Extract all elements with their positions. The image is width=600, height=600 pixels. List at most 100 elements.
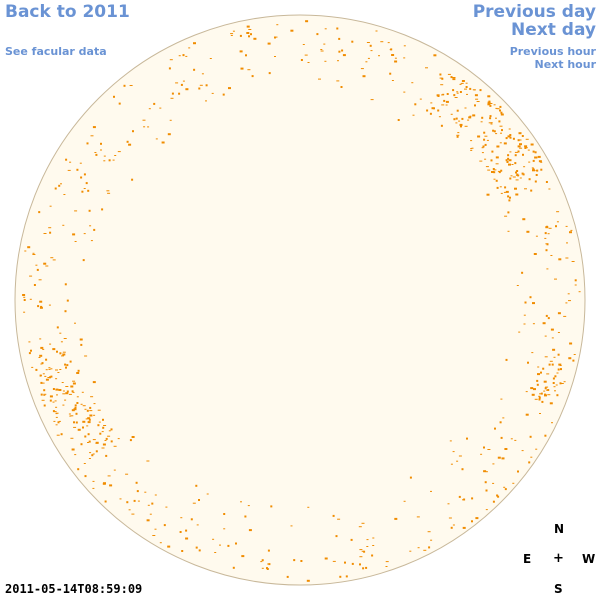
facular-spot xyxy=(63,338,67,339)
facular-spot xyxy=(417,547,420,549)
previous-day-link[interactable]: Previous day xyxy=(472,2,596,22)
facular-spot xyxy=(154,528,157,530)
facular-spot xyxy=(83,463,86,464)
facular-spot xyxy=(452,451,455,453)
facular-spot xyxy=(540,161,543,163)
next-day-link[interactable]: Next day xyxy=(511,20,596,40)
compass-east-label: E xyxy=(523,552,532,566)
facular-spot xyxy=(485,166,489,168)
facular-spot xyxy=(365,566,368,569)
compass-center-cross: + xyxy=(553,551,564,566)
facular-spot xyxy=(484,143,487,146)
facular-spot xyxy=(35,368,38,371)
facular-spot xyxy=(487,103,491,106)
facular-spot xyxy=(493,130,496,133)
facular-spot xyxy=(54,187,57,190)
facular-spot xyxy=(510,175,513,177)
facular-spot xyxy=(458,455,462,457)
back-to-year-link[interactable]: Back to 2011 xyxy=(5,2,130,22)
facular-spot xyxy=(547,317,550,320)
facular-spot xyxy=(426,109,429,112)
facular-spot xyxy=(538,395,541,397)
facular-spot xyxy=(493,169,497,171)
facular-spot xyxy=(55,424,58,426)
facular-spot xyxy=(159,542,162,544)
facular-spot xyxy=(267,549,270,552)
facular-spot xyxy=(522,153,524,156)
facular-spot xyxy=(248,35,250,38)
facular-spot xyxy=(445,100,449,103)
facular-spot xyxy=(28,341,31,343)
facular-spot xyxy=(456,135,459,138)
facular-spot xyxy=(304,54,308,56)
facular-spot xyxy=(52,388,55,390)
facular-data-link[interactable]: See facular data xyxy=(5,45,107,58)
facular-spot xyxy=(45,265,49,267)
facular-spot xyxy=(494,427,496,430)
facular-spot xyxy=(91,454,94,457)
facular-spot xyxy=(85,418,88,420)
facular-spot xyxy=(185,55,188,57)
facular-spot xyxy=(365,61,368,63)
facular-spot xyxy=(533,388,536,391)
facular-spot xyxy=(206,493,209,495)
facular-spot xyxy=(509,196,511,199)
facular-spot xyxy=(77,369,80,372)
facular-spot xyxy=(495,117,497,119)
facular-spot xyxy=(524,147,527,149)
facular-spot xyxy=(433,54,437,57)
facular-spot xyxy=(80,343,83,346)
facular-spot xyxy=(55,378,58,380)
facular-spot xyxy=(568,300,571,302)
facular-spot xyxy=(501,457,505,460)
facular-spot xyxy=(552,382,555,384)
facular-spot xyxy=(499,186,502,188)
facular-spot xyxy=(460,82,464,84)
facular-spot xyxy=(565,302,568,304)
facular-spot xyxy=(491,171,494,173)
facular-spot xyxy=(75,412,78,415)
facular-spot xyxy=(117,151,121,153)
facular-spot xyxy=(389,49,392,51)
facular-spot xyxy=(44,375,47,377)
facular-spot xyxy=(182,54,185,57)
facular-spot xyxy=(70,415,74,417)
facular-spot xyxy=(23,299,26,301)
facular-spot xyxy=(27,246,31,249)
facular-spot xyxy=(142,119,146,121)
facular-spot xyxy=(525,138,529,140)
facular-spot xyxy=(131,513,135,515)
facular-spot xyxy=(565,225,568,227)
facular-spot xyxy=(92,439,96,441)
facular-spot xyxy=(452,89,455,92)
previous-hour-link[interactable]: Previous hour xyxy=(509,45,596,58)
facular-spot xyxy=(103,425,107,426)
facular-spot xyxy=(367,57,370,59)
facular-spot xyxy=(519,139,522,141)
facular-spot xyxy=(546,243,549,246)
facular-spot xyxy=(430,490,432,492)
facular-spot xyxy=(88,458,91,459)
facular-spot xyxy=(479,89,482,92)
facular-spot xyxy=(143,126,146,128)
facular-spot xyxy=(479,160,483,162)
facular-spot xyxy=(92,487,95,489)
facular-spot xyxy=(500,111,503,114)
facular-spot xyxy=(55,412,59,414)
facular-spot xyxy=(556,221,559,223)
facular-spot xyxy=(87,421,91,424)
facular-spot xyxy=(214,552,217,553)
facular-spot xyxy=(274,56,276,57)
facular-spot xyxy=(29,275,33,277)
facular-spot xyxy=(484,481,487,484)
facular-spot xyxy=(438,116,441,118)
facular-spot xyxy=(336,27,339,30)
facular-spot xyxy=(493,178,496,180)
facular-spot xyxy=(452,77,456,78)
facular-spot xyxy=(503,486,506,488)
facular-spot xyxy=(146,460,150,462)
next-hour-link[interactable]: Next hour xyxy=(534,58,597,71)
facular-spot xyxy=(536,169,539,172)
facular-spot xyxy=(175,82,179,84)
facular-spot xyxy=(474,104,476,107)
